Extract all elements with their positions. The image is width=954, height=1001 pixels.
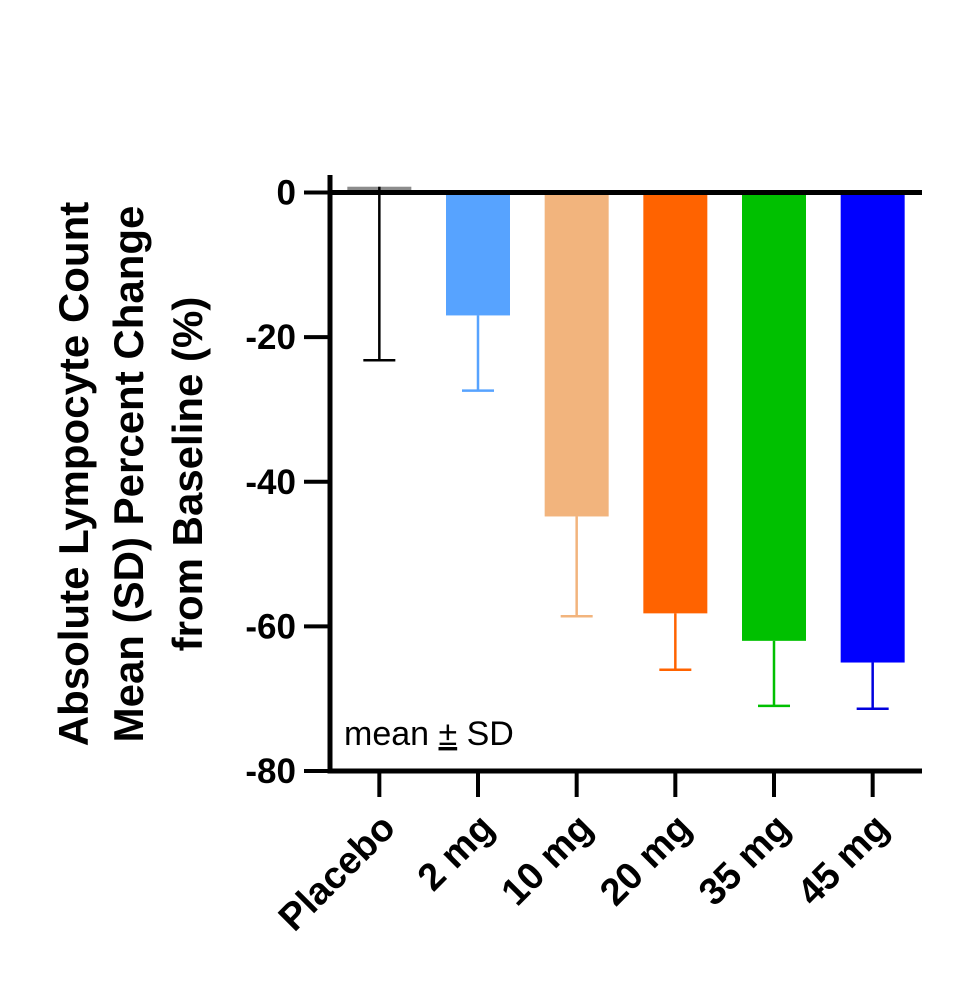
y-tick-label-2: -40 bbox=[245, 463, 296, 502]
bar-2 bbox=[544, 192, 609, 517]
bar-3 bbox=[643, 192, 708, 614]
y-tick-label-0: 0 bbox=[277, 174, 296, 213]
y-ticks-group: 0 -20 -40 -60 -80 bbox=[245, 174, 330, 791]
annotation-prefix: mean bbox=[344, 715, 439, 753]
y-axis-label-line-3: from Baseline (%) bbox=[164, 297, 211, 652]
y-axis-label-line-1: Absolute Lympocyte Count bbox=[50, 202, 97, 746]
bars-group bbox=[347, 186, 905, 663]
annotation-plus-minus: ± bbox=[439, 715, 458, 753]
x-tick-label-5: 45 mg bbox=[790, 807, 897, 914]
y-axis-label-line-2: Mean (SD) Percent Change bbox=[105, 206, 152, 743]
x-tick-label-1: 2 mg bbox=[410, 807, 502, 899]
y-axis-label: Absolute Lympocyte Count Mean (SD) Perce… bbox=[50, 202, 211, 746]
mean-sd-annotation: mean ± SD bbox=[344, 715, 514, 753]
x-tick-label-2: 10 mg bbox=[494, 807, 601, 914]
bar-1 bbox=[446, 192, 510, 316]
annotation-suffix: SD bbox=[457, 715, 514, 753]
error-bars-group bbox=[363, 186, 889, 711]
x-tick-label-3: 20 mg bbox=[592, 807, 699, 914]
x-tick-label-0: Placebo bbox=[271, 807, 404, 940]
y-tick-label-1: -20 bbox=[245, 318, 296, 357]
x-tick-label-4: 35 mg bbox=[691, 807, 798, 914]
bar-4 bbox=[742, 192, 806, 641]
y-tick-label-3: -60 bbox=[245, 607, 296, 646]
bar-5 bbox=[840, 192, 905, 663]
y-tick-label-4: -80 bbox=[245, 752, 296, 791]
